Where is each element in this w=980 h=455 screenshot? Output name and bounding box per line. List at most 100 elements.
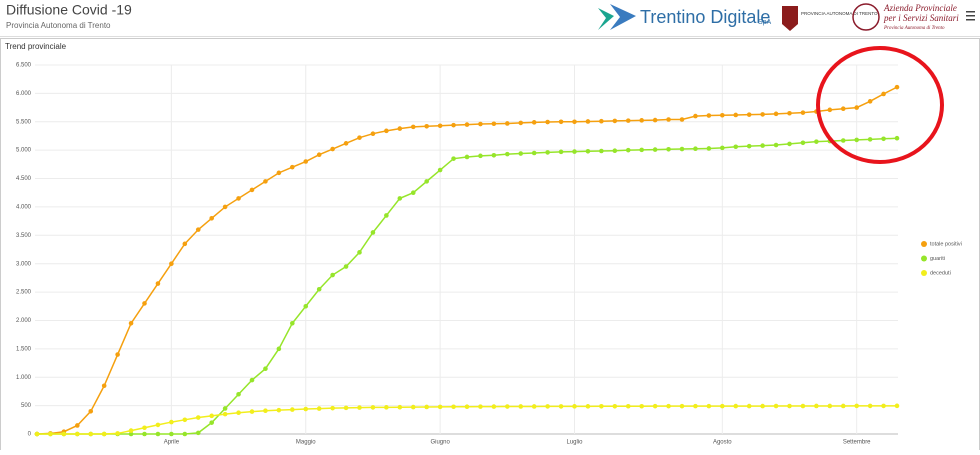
data-point xyxy=(424,179,429,184)
data-point xyxy=(128,431,134,437)
data-point xyxy=(733,403,739,409)
x-tick-label: Maggio xyxy=(296,440,316,446)
data-point xyxy=(773,403,779,409)
data-point xyxy=(330,146,335,152)
data-point xyxy=(531,120,537,125)
data-point xyxy=(773,111,779,117)
data-point xyxy=(169,431,174,437)
y-tick-label: 6.500 xyxy=(16,63,32,69)
data-point xyxy=(505,151,510,157)
data-point xyxy=(894,403,900,409)
data-point xyxy=(290,164,295,170)
data-point xyxy=(491,404,497,409)
data-point xyxy=(881,91,886,97)
data-point xyxy=(169,261,174,266)
data-point xyxy=(478,121,483,127)
data-point xyxy=(276,346,282,352)
data-point xyxy=(182,431,188,437)
brand-name: Trentino Digitale xyxy=(640,7,770,27)
x-tick-label: Agosto xyxy=(713,440,732,446)
data-point xyxy=(505,404,510,409)
data-point xyxy=(357,405,362,410)
data-point xyxy=(760,143,765,148)
panel-title: Trend provinciale xyxy=(5,42,67,51)
data-point xyxy=(505,121,510,126)
data-point xyxy=(384,405,389,410)
data-point xyxy=(195,227,201,232)
data-point xyxy=(706,113,712,118)
data-point xyxy=(451,122,456,128)
data-point xyxy=(572,119,577,125)
data-point xyxy=(343,141,349,146)
data-point xyxy=(867,137,873,142)
x-tick-label: Settembre xyxy=(843,440,871,446)
data-point xyxy=(639,403,644,409)
header-bar xyxy=(0,0,980,36)
data-point xyxy=(249,377,255,383)
data-point xyxy=(625,118,631,123)
health-logo-mark xyxy=(852,3,880,31)
data-point xyxy=(276,407,282,413)
province-crest xyxy=(782,6,798,31)
data-point xyxy=(316,286,322,292)
data-point xyxy=(867,403,873,409)
data-point xyxy=(357,250,362,255)
data-point xyxy=(330,405,335,411)
data-point xyxy=(787,403,792,409)
data-point xyxy=(249,409,255,414)
data-point xyxy=(531,150,537,156)
y-tick-label: 0 xyxy=(28,432,32,438)
data-point xyxy=(518,120,524,126)
data-point xyxy=(733,144,739,150)
data-point xyxy=(881,136,886,142)
chart: 0 500 1.000 1.500 2.000 2.500 3.000 3.500 4.000 4… xyxy=(16,63,962,446)
data-point xyxy=(679,117,685,122)
data-point xyxy=(572,149,577,154)
legend-label: totale positivi xyxy=(930,241,962,247)
data-point xyxy=(155,281,161,286)
data-point xyxy=(840,106,846,112)
data-point xyxy=(585,148,591,154)
data-point xyxy=(518,151,524,156)
x-tick-label: Luglio xyxy=(566,440,583,446)
data-point xyxy=(263,408,268,414)
legend-swatch xyxy=(921,255,927,262)
data-point xyxy=(800,140,806,146)
y-tick-label: 2.500 xyxy=(16,290,32,296)
data-point xyxy=(867,99,873,104)
y-tick-label: 1.000 xyxy=(16,375,32,381)
data-point xyxy=(410,404,416,410)
data-point xyxy=(545,404,550,409)
data-point xyxy=(263,179,268,184)
data-point xyxy=(558,149,564,155)
data-point xyxy=(612,403,618,409)
data-point xyxy=(155,431,161,437)
data-point xyxy=(840,403,846,409)
data-point xyxy=(343,405,349,411)
data-point xyxy=(639,147,644,153)
x-tick-label: Aprile xyxy=(164,440,180,446)
health-line1: Azienda Provinciale xyxy=(883,3,957,13)
y-tick-label: 5.000 xyxy=(16,148,32,154)
data-point xyxy=(236,196,241,201)
data-point xyxy=(706,403,712,409)
header-subtitle: Provincia Autonoma di Trento xyxy=(6,21,111,30)
data-point xyxy=(343,264,349,269)
menu-icon[interactable] xyxy=(966,11,975,21)
data-point xyxy=(437,123,443,129)
data-point xyxy=(787,110,792,116)
data-point xyxy=(115,352,120,357)
legend-label: guariti xyxy=(930,256,945,262)
data-point xyxy=(330,272,335,278)
data-point xyxy=(263,366,268,372)
data-point xyxy=(209,215,214,221)
data-point xyxy=(75,423,80,428)
brand-suffix: SpA xyxy=(758,19,772,26)
data-point xyxy=(639,118,644,123)
data-point xyxy=(612,148,618,154)
data-point xyxy=(746,403,752,409)
y-tick-label: 4.500 xyxy=(16,176,32,182)
data-point xyxy=(854,137,859,143)
data-point xyxy=(128,428,134,433)
